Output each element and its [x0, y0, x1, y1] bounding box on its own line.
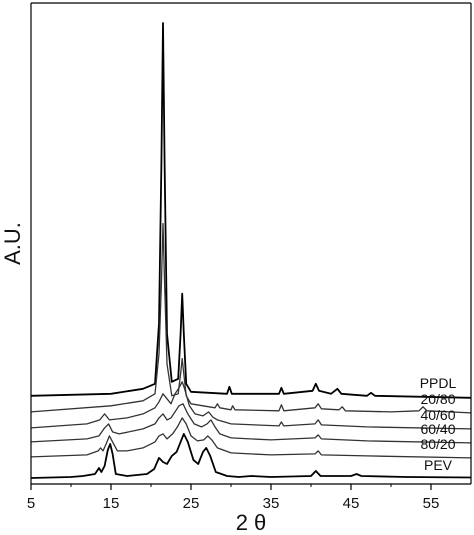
axes — [30, 2, 472, 485]
x-tick-label: 25 — [183, 495, 200, 512]
x-ticks: 5 15 25 35 45 55 — [27, 484, 440, 512]
series-label-60-40: 60/40 — [420, 421, 455, 437]
series-line-40-60 — [30, 381, 472, 430]
series-line-60-40 — [30, 403, 472, 444]
x-tick-label: 35 — [263, 495, 280, 512]
series-layer — [30, 22, 472, 479]
series-label-80-20: 80/20 — [420, 436, 455, 452]
series-label-40-60: 40/60 — [420, 407, 455, 423]
x-tick-label: 5 — [27, 495, 35, 512]
series-line-ppdl — [30, 22, 472, 399]
y-axis-title: A.U. — [0, 222, 25, 265]
x-axis-title: 2 θ — [236, 510, 267, 535]
series-label-20-80: 20/80 — [420, 391, 455, 407]
series-line-80-20 — [30, 417, 472, 459]
x-tick-label: 45 — [343, 495, 360, 512]
x-tick-label: 55 — [423, 495, 440, 512]
x-tick-label: 15 — [103, 495, 120, 512]
series-label-pev: PEV — [424, 457, 453, 473]
series-line-20-80 — [30, 222, 472, 414]
series-line-pev — [30, 433, 472, 479]
series-label-ppdl: PPDL — [420, 375, 457, 391]
